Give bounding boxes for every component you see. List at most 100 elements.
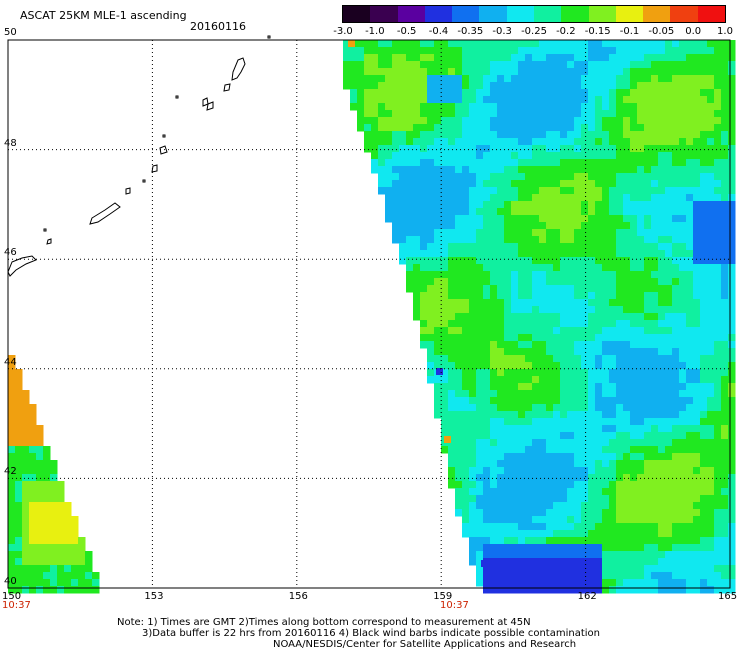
swath-cell — [406, 68, 414, 76]
swath-cell — [728, 418, 736, 426]
swath-cell — [588, 166, 596, 174]
swath-cell — [427, 124, 435, 132]
swath-cell — [476, 152, 484, 160]
swath-cell — [553, 215, 561, 223]
swath-cell — [672, 124, 680, 132]
swath-cell — [651, 68, 659, 76]
swath-cell — [686, 68, 694, 76]
swath-cell — [644, 327, 652, 335]
swath-cell — [92, 586, 100, 594]
swath-cell — [385, 47, 393, 55]
swath-cell — [8, 453, 16, 461]
swath-cell — [525, 467, 533, 475]
swath-cell — [630, 369, 638, 377]
swath-cell — [539, 208, 547, 216]
swath-cell — [630, 579, 638, 587]
swath-cell — [630, 82, 638, 90]
swath-cell — [630, 131, 638, 139]
swath-cell — [560, 544, 568, 552]
swath-cell — [8, 586, 16, 594]
swath-cell — [525, 264, 533, 272]
swath-cell — [22, 565, 30, 573]
swath-cell — [644, 180, 652, 188]
swath-cell — [728, 537, 736, 545]
swath-cell — [511, 453, 519, 461]
swath-cell — [679, 89, 687, 97]
swath-cell — [399, 208, 407, 216]
swath-cell — [462, 404, 470, 412]
swath-cell — [518, 376, 526, 384]
swath-cell — [483, 96, 491, 104]
swath-cell — [665, 516, 673, 524]
swath-cell — [511, 320, 519, 328]
swath-cell — [658, 397, 666, 405]
swath-cell — [469, 47, 477, 55]
swath-cell — [672, 551, 680, 559]
swath-cell — [630, 341, 638, 349]
swath-cell — [392, 54, 400, 62]
swath-cell — [574, 502, 582, 510]
swath-cell — [602, 495, 610, 503]
swath-cell — [43, 523, 51, 531]
swath-cell — [672, 530, 680, 538]
swath-cell — [665, 299, 673, 307]
swath-cell — [679, 47, 687, 55]
swath-cell — [462, 187, 470, 195]
swath-cell — [602, 446, 610, 454]
swath-cell — [588, 75, 596, 83]
swath-cell — [427, 138, 435, 146]
swath-cell — [518, 572, 526, 580]
swath-cell — [511, 460, 519, 468]
swath-cell — [581, 306, 589, 314]
swath-cell — [686, 488, 694, 496]
swath-cell — [434, 313, 442, 321]
swath-cell — [490, 488, 498, 496]
swath-cell — [623, 404, 631, 412]
swath-cell — [644, 334, 652, 342]
swath-cell — [693, 61, 701, 69]
swath-cell — [385, 194, 393, 202]
swath-cell — [57, 565, 65, 573]
swath-cell — [609, 124, 617, 132]
swath-cell — [679, 159, 687, 167]
swath-cell — [413, 96, 421, 104]
swath-cell — [518, 404, 526, 412]
swath-cell — [602, 467, 610, 475]
swath-cell — [455, 145, 463, 153]
swath-cell — [644, 138, 652, 146]
swath-cell — [651, 306, 659, 314]
swath-cell — [371, 96, 379, 104]
swath-cell — [357, 54, 365, 62]
swath-cell — [623, 82, 631, 90]
swath-cell — [469, 264, 477, 272]
swath-cell — [518, 201, 526, 209]
swath-cell — [714, 355, 722, 363]
swath-cell — [455, 369, 463, 377]
swath-cell — [350, 103, 358, 111]
swath-cell — [581, 180, 589, 188]
swath-cell — [693, 341, 701, 349]
swath-cell — [504, 61, 512, 69]
swath-cell — [441, 257, 449, 265]
swath-cell — [469, 250, 477, 258]
swath-cell — [15, 432, 23, 440]
swath-cell — [567, 131, 575, 139]
swath-cell — [546, 40, 554, 48]
swath-cell — [728, 257, 736, 265]
swath-cell — [616, 313, 624, 321]
swath-cell — [525, 103, 533, 111]
swath-cell — [700, 313, 708, 321]
swath-cell — [679, 306, 687, 314]
swath-cell — [637, 418, 645, 426]
swath-cell — [539, 194, 547, 202]
swath-cell — [616, 495, 624, 503]
swath-cell — [413, 75, 421, 83]
swath-cell — [413, 68, 421, 76]
swath-cell — [672, 82, 680, 90]
swath-cell — [490, 411, 498, 419]
swath-cell — [567, 96, 575, 104]
swath-cell — [50, 579, 58, 587]
swath-cell — [518, 565, 526, 573]
swath-cell — [469, 285, 477, 293]
swath-cell — [434, 131, 442, 139]
